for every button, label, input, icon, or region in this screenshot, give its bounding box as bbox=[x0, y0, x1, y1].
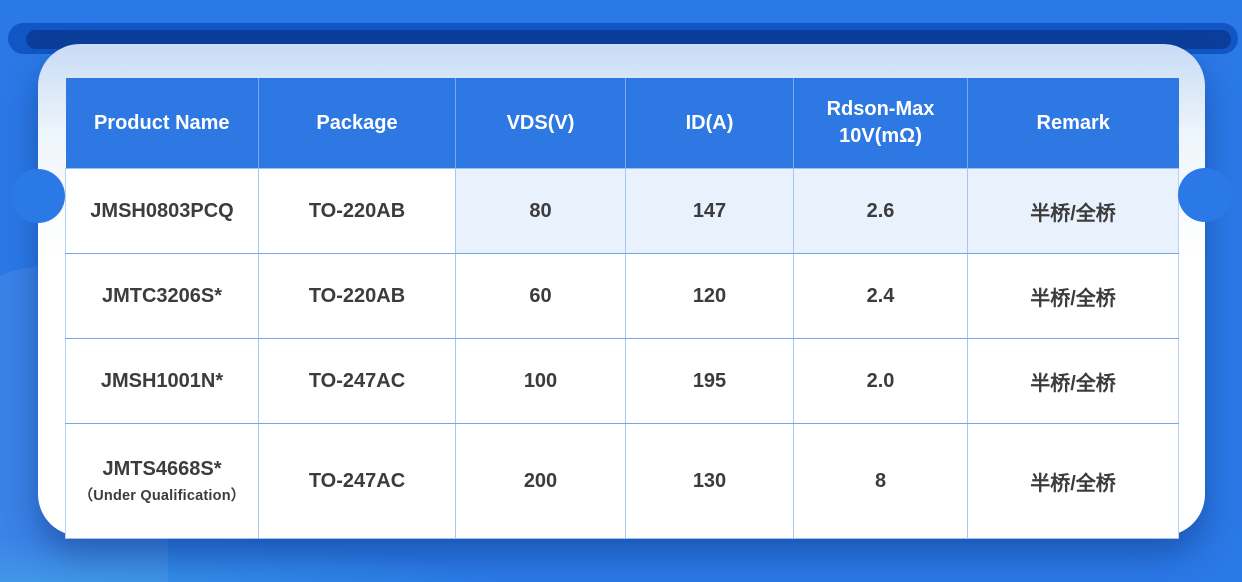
cell-remark: 半桥/全桥 bbox=[967, 168, 1179, 254]
cell-product-name: JMSH0803PCQ bbox=[65, 168, 259, 254]
cell-vds: 80 bbox=[455, 168, 626, 254]
cell-package: TO-220AB bbox=[258, 253, 456, 339]
cell-rdson: 2.4 bbox=[793, 253, 968, 339]
column-header-vds: VDS(V) bbox=[455, 78, 626, 169]
cell-vds: 200 bbox=[455, 423, 626, 539]
table-header-row: Product Name Package VDS(V) ID(A) Rdson-… bbox=[65, 78, 1179, 169]
product-table-card: Product Name Package VDS(V) ID(A) Rdson-… bbox=[38, 44, 1205, 539]
cell-rdson: 8 bbox=[793, 423, 968, 539]
product-name-text: JMTS4668S* bbox=[102, 457, 222, 480]
table-row: JMSH0803PCQ TO-220AB 80 147 2.6 半桥/全桥 bbox=[65, 168, 1179, 254]
cell-product-name: JMTS4668S* （Under Qualification） bbox=[65, 423, 259, 539]
cell-package: TO-220AB bbox=[258, 168, 456, 254]
decor-teal-accent bbox=[0, 536, 520, 582]
column-header-package: Package bbox=[258, 78, 456, 169]
cell-id: 147 bbox=[625, 168, 794, 254]
product-qualification-note: （Under Qualification） bbox=[78, 487, 246, 504]
cell-rdson: 2.6 bbox=[793, 168, 968, 254]
cell-id: 130 bbox=[625, 423, 794, 539]
cell-remark: 半桥/全桥 bbox=[967, 423, 1179, 539]
cell-product-name: JMSH1001N* bbox=[65, 338, 259, 424]
cell-remark: 半桥/全桥 bbox=[967, 338, 1179, 424]
notch-left bbox=[11, 169, 65, 223]
cell-product-name: JMTC3206S* bbox=[65, 253, 259, 339]
cell-vds: 60 bbox=[455, 253, 626, 339]
cell-id: 120 bbox=[625, 253, 794, 339]
table-row: JMTS4668S* （Under Qualification） TO-247A… bbox=[65, 423, 1179, 539]
cell-package: TO-247AC bbox=[258, 423, 456, 539]
column-header-rdson: Rdson-Max 10V(mΩ) bbox=[793, 78, 968, 169]
column-header-remark: Remark bbox=[967, 78, 1179, 169]
cell-vds: 100 bbox=[455, 338, 626, 424]
column-header-product-name: Product Name bbox=[65, 78, 259, 169]
notch-right bbox=[1178, 168, 1232, 222]
cell-package: TO-247AC bbox=[258, 338, 456, 424]
cell-id: 195 bbox=[625, 338, 794, 424]
table-row: JMSH1001N* TO-247AC 100 195 2.0 半桥/全桥 bbox=[65, 338, 1179, 424]
column-header-id: ID(A) bbox=[625, 78, 794, 169]
cell-rdson: 2.0 bbox=[793, 338, 968, 424]
cell-remark: 半桥/全桥 bbox=[967, 253, 1179, 339]
table-row: JMTC3206S* TO-220AB 60 120 2.4 半桥/全桥 bbox=[65, 253, 1179, 339]
product-table: Product Name Package VDS(V) ID(A) Rdson-… bbox=[65, 78, 1179, 539]
